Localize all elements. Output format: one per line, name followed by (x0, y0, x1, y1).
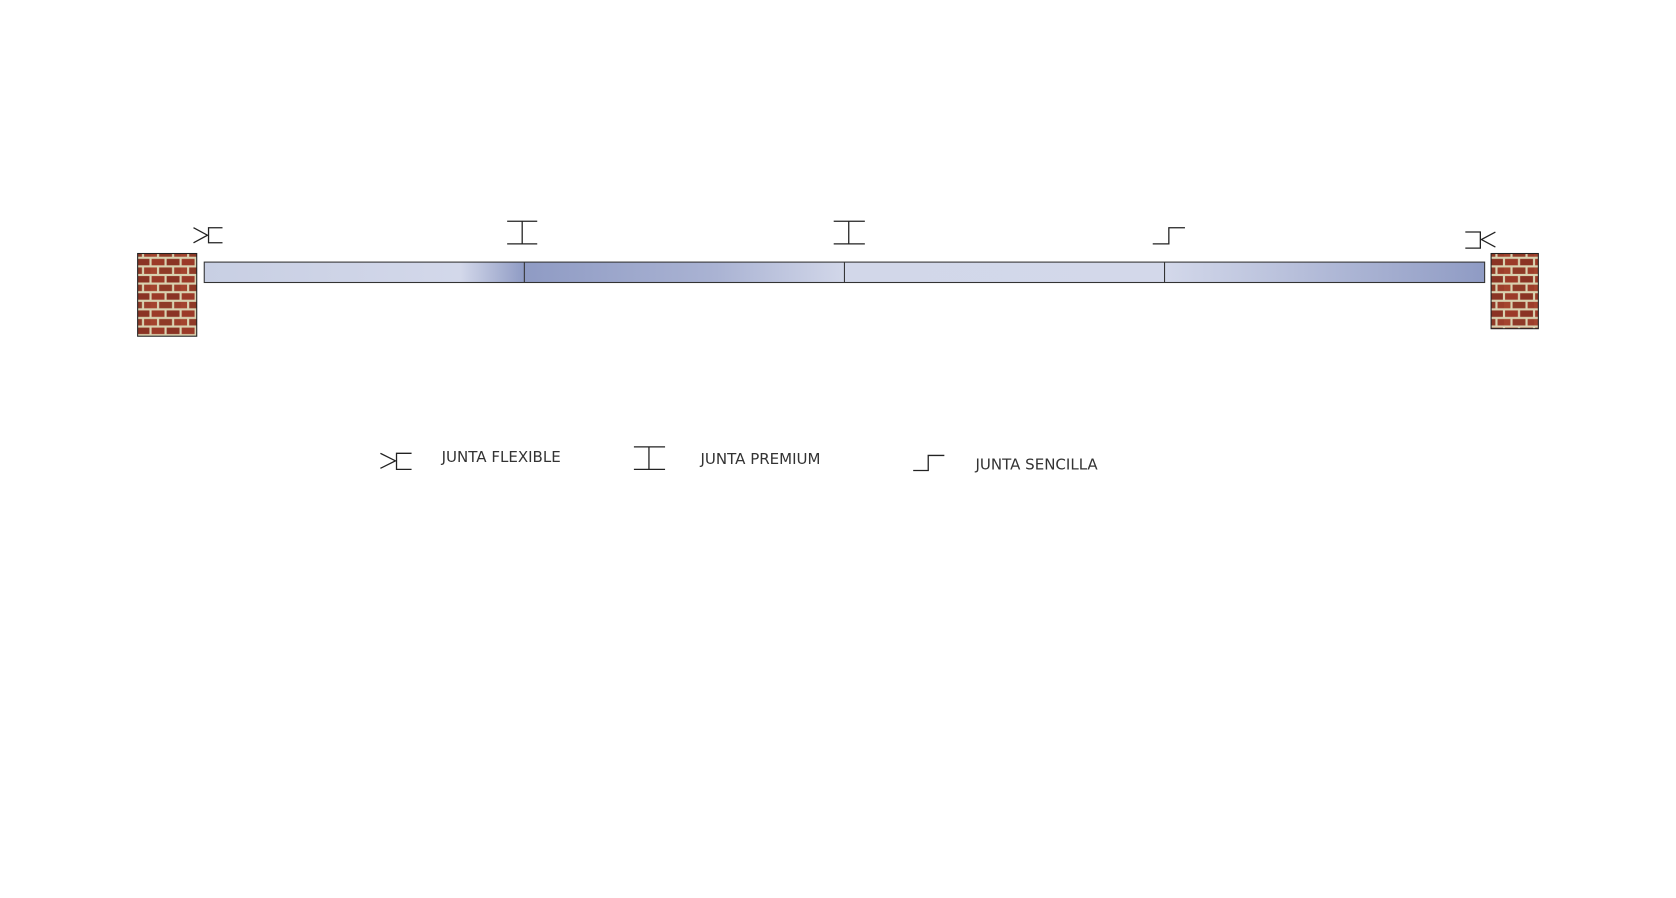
legend-label: JUNTA PREMIUM (700, 450, 821, 468)
legend-symbol-flexible (380, 452, 412, 471)
joint-simple (1152, 227, 1185, 245)
legend-symbol-premium (633, 446, 666, 471)
joint-flexible (1465, 231, 1496, 249)
joint-premium (833, 220, 865, 245)
wall-right (1490, 252, 1539, 330)
wall-left (137, 252, 198, 337)
legend-label: JUNTA SENCILLA (974, 456, 1098, 474)
joint-flexible (193, 227, 223, 244)
legend-symbol-simple (913, 454, 945, 472)
joint-premium (507, 220, 538, 245)
legend-label: JUNTA FLEXIBLE (441, 448, 561, 466)
